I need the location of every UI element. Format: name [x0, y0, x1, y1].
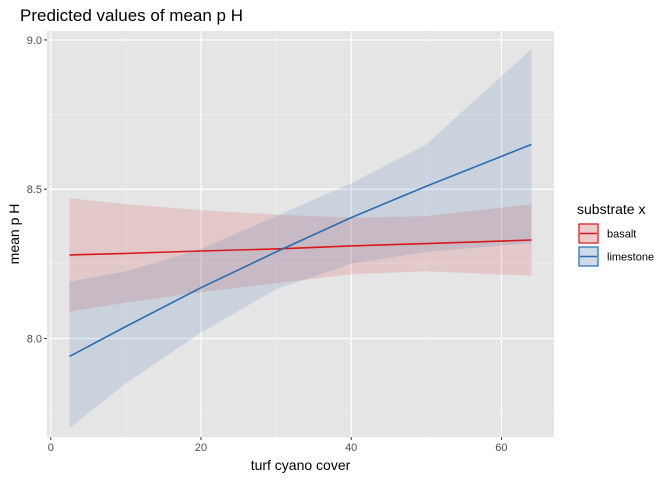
x-axis: 0 20 40 60: [48, 437, 508, 454]
ci-ribbons: [69, 48, 532, 429]
grid-major: [47, 31, 554, 437]
series-lines: [69, 143, 532, 358]
y-axis: 8.0 8.5 9.0: [27, 35, 47, 345]
x-axis-title: turf cyano cover: [251, 457, 351, 473]
series-line-limestone: [69, 143, 532, 358]
x-tick-label: 20: [195, 442, 207, 454]
x-tick-label: 40: [345, 442, 357, 454]
chart-title: Predicted values of mean p H: [20, 6, 243, 25]
y-axis-title: mean p H: [6, 204, 22, 265]
series-line-basalt: [69, 239, 532, 256]
ci-ribbon-basalt: [69, 198, 532, 312]
y-tick-label: 8.0: [27, 333, 42, 345]
x-tick-label: 0: [48, 442, 54, 454]
x-tick-label: 60: [495, 442, 507, 454]
legend-label-basalt: basalt: [607, 229, 636, 241]
y-tick-label: 9.0: [27, 35, 42, 47]
legend: substrate x basalt limestone: [577, 201, 654, 267]
ci-ribbon-limestone: [69, 48, 532, 429]
y-tick-label: 8.5: [27, 184, 42, 196]
plot-panel: [47, 31, 554, 437]
legend-label-limestone: limestone: [607, 252, 654, 264]
legend-title: substrate x: [577, 201, 645, 217]
grid-minor: [47, 31, 554, 437]
